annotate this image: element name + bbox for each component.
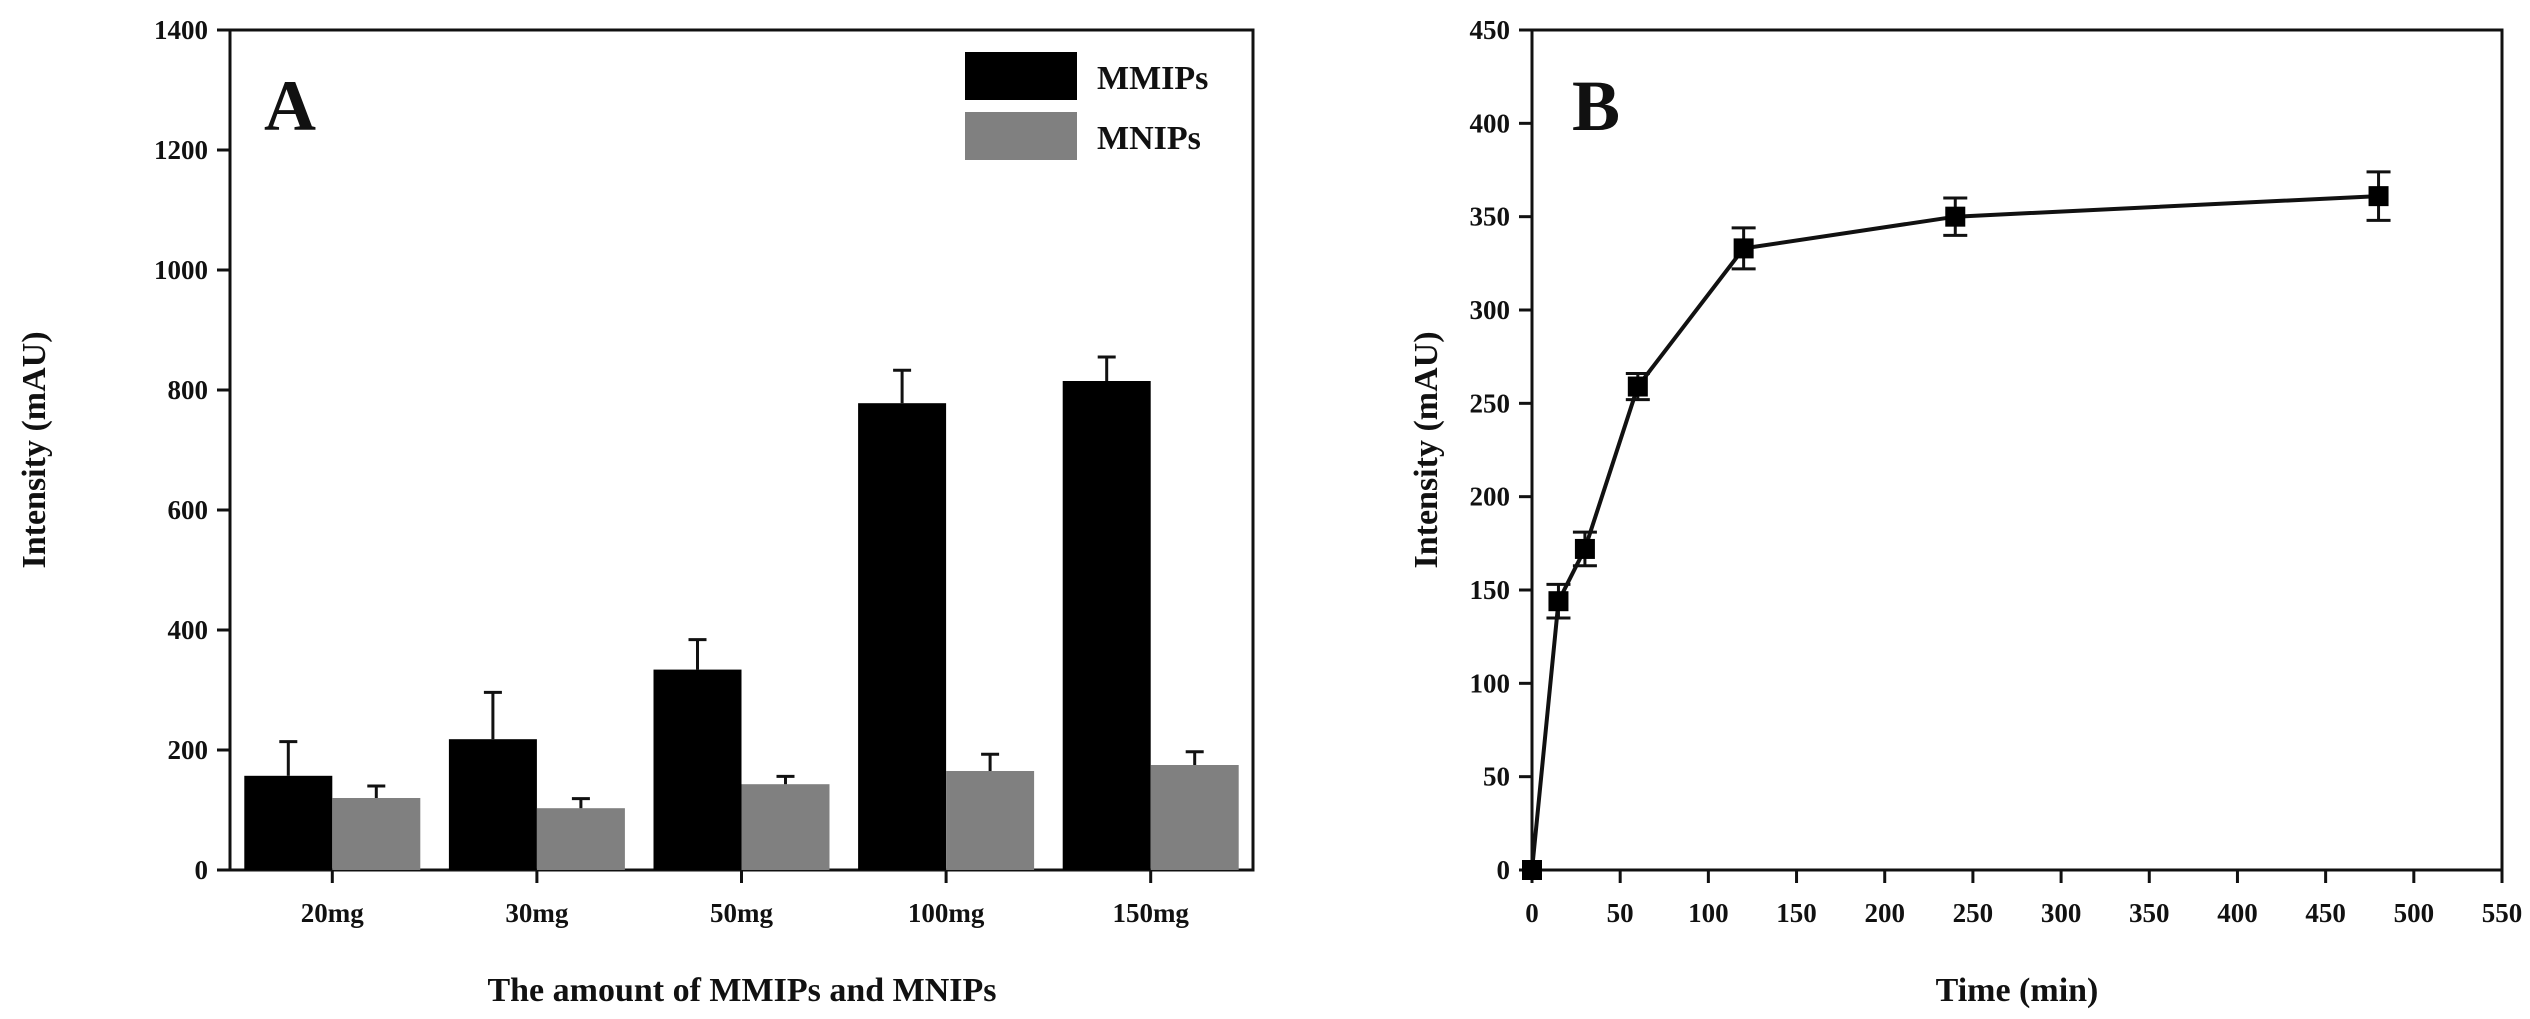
y-tick-label: 200 (1470, 482, 1511, 512)
x-tick-label: 200 (1864, 898, 1905, 928)
y-tick-label: 800 (168, 375, 209, 405)
panel-b-y-ticks: 0 50 100 150 200 250 300 350 400 450 (1470, 15, 1532, 885)
panel-b-letter: B (1572, 66, 1620, 146)
panel-a-error-bars (279, 355, 1204, 809)
legend-swatch-mnips (965, 112, 1077, 160)
data-point-t15 (1548, 591, 1569, 612)
panel-a-bars (244, 381, 1239, 870)
panel-b-x-axis-title: Time (min) (1936, 972, 2099, 1009)
panel-b-y-axis-title: Intensity (mAU) (1408, 331, 1445, 568)
bar-mnips-100mg (946, 771, 1035, 870)
data-point-t480 (2368, 186, 2389, 207)
panel-b-plot-frame (1530, 28, 2504, 872)
bar-mmips-30mg (448, 739, 537, 870)
panel-a-letter: A (264, 66, 316, 146)
bar-mnips-50mg (741, 784, 830, 870)
bar-mnips-20mg (332, 798, 421, 870)
y-tick-label: 350 (1470, 202, 1511, 232)
panel-a-y-axis-title: Intensity (mAU) (16, 331, 53, 568)
y-tick-label: 100 (1470, 668, 1511, 698)
y-tick-label: 200 (168, 735, 209, 765)
x-tick-label: 50 (1607, 898, 1634, 928)
y-tick-label: 450 (1470, 15, 1511, 45)
data-point-t120 (1733, 238, 1754, 259)
panel-b-points (1522, 186, 2389, 880)
bar-mnips-30mg (536, 808, 625, 870)
bar-mmips-50mg (653, 669, 742, 870)
x-tick-label: 100 (1688, 898, 1729, 928)
x-tick-label: 150mg (1112, 898, 1189, 928)
bar-mmips-20mg (244, 775, 333, 870)
y-tick-label: 300 (1470, 295, 1511, 325)
y-tick-label: 400 (168, 615, 209, 645)
panel-b-error-bars (1546, 170, 2391, 620)
bar-mmips-100mg (858, 403, 947, 870)
y-tick-label: 150 (1470, 575, 1511, 605)
x-tick-label: 30mg (505, 898, 568, 928)
data-point-t60 (1627, 376, 1648, 397)
x-tick-label: 300 (2041, 898, 2082, 928)
legend-swatch-mmips (965, 52, 1077, 100)
panel-a-legend: MMIPs MNIPs (965, 52, 1208, 160)
y-tick-label: 0 (1497, 855, 1511, 885)
panel-a-x-ticks: 20mg 30mg 50mg 100mg 150mg (301, 870, 1189, 928)
data-point-t30 (1574, 538, 1595, 559)
y-tick-label: 1400 (154, 15, 208, 45)
x-tick-label: 450 (2305, 898, 2346, 928)
x-tick-label: 350 (2129, 898, 2170, 928)
panel-a-x-axis-title: The amount of MMIPs and MNIPs (487, 972, 996, 1009)
panel-b-line-chart: 0 50 100 150 200 250 300 350 400 450 0 50 100 150 200… (1408, 15, 2522, 1009)
legend-label-mmips: MMIPs (1097, 60, 1208, 97)
x-tick-label: 100mg (908, 898, 985, 928)
x-tick-label: 500 (2394, 898, 2435, 928)
data-point-t0 (1522, 860, 1542, 880)
x-tick-label: 550 (2482, 898, 2523, 928)
x-tick-label: 0 (1525, 898, 1539, 928)
panel-a-bar-chart: 0 200 400 600 800 1000 1200 1400 20mg 30mg 50mg 10… (16, 15, 1255, 1009)
y-tick-label: 250 (1470, 388, 1511, 418)
y-tick-label: 50 (1483, 762, 1510, 792)
y-tick-label: 1000 (154, 255, 208, 285)
panel-a-y-ticks: 0 200 400 600 800 1000 1200 1400 (154, 15, 230, 885)
legend-label-mnips: MNIPs (1097, 120, 1201, 157)
y-tick-label: 0 (195, 855, 209, 885)
panel-b-x-ticks: 0 50 100 150 200 250 300 350 400 450 500 550 (1525, 870, 2522, 928)
x-tick-label: 150 (1776, 898, 1817, 928)
panel-b-series-line (1530, 194, 2379, 871)
y-tick-label: 600 (168, 495, 209, 525)
x-tick-label: 400 (2217, 898, 2258, 928)
y-tick-label: 1200 (154, 135, 208, 165)
data-point-t240 (1945, 206, 1966, 227)
x-tick-label: 50mg (710, 898, 773, 928)
bar-mmips-150mg (1062, 381, 1151, 870)
bar-mnips-150mg (1150, 765, 1239, 870)
y-tick-label: 400 (1470, 108, 1511, 138)
x-tick-label: 250 (1953, 898, 1994, 928)
x-tick-label: 20mg (301, 898, 364, 928)
